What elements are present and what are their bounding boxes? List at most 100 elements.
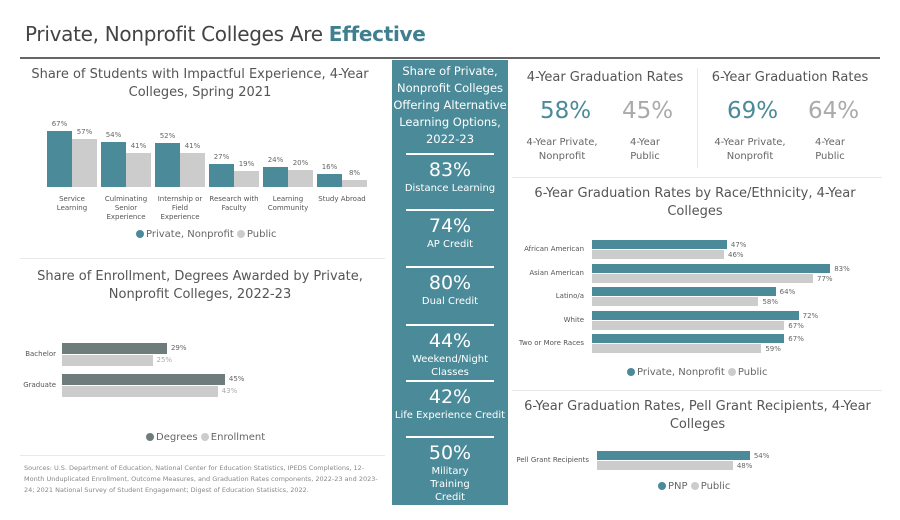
- bar-public: [234, 171, 259, 187]
- alternative-learning-panel: Share of Private, Nonprofit Colleges Off…: [392, 60, 508, 505]
- category-label: Pell Grant Recipients: [516, 456, 589, 464]
- legend-public: Public: [246, 229, 277, 240]
- bar-public: [597, 461, 733, 470]
- divider: [20, 455, 385, 456]
- legend-dot-enrollment: [200, 433, 209, 441]
- legend-degrees: Degrees: [156, 432, 198, 443]
- chart2-legend: Degrees Enrollment: [146, 432, 265, 443]
- bar-private: [47, 130, 72, 187]
- chart3-title: 6-Year Graduation Rates by Race/Ethnicit…: [534, 186, 856, 219]
- stat-item: 42% Life Experience Credit: [392, 385, 508, 422]
- bar-pnp: [597, 451, 750, 460]
- divider: [20, 258, 385, 259]
- stat-value: 42%: [428, 386, 472, 408]
- data-label: 48%: [736, 462, 753, 470]
- category-label: Asian American: [529, 269, 584, 277]
- category-label: Service Learning: [56, 195, 88, 212]
- data-label: 54%: [105, 130, 122, 139]
- stat-value: 44%: [428, 330, 472, 352]
- data-label: 29%: [170, 344, 187, 352]
- data-label: 67%: [788, 322, 804, 330]
- stat-label: Weekend/Night Classes: [411, 354, 489, 378]
- stat-value: 80%: [428, 272, 472, 294]
- stat-label: Dual Credit: [421, 296, 479, 307]
- bar-public: [592, 344, 762, 353]
- data-label: 41%: [184, 141, 201, 150]
- bar-private-nonprofit: [592, 334, 785, 343]
- chart3-legend: Private, Nonprofit Public: [627, 367, 768, 378]
- legend-dot-private: [136, 230, 144, 238]
- category-label: Latino/a: [555, 292, 584, 300]
- category-label: Two or More Races: [518, 339, 584, 347]
- bar-public: [288, 170, 313, 187]
- data-label: 24%: [267, 155, 284, 164]
- divider-line: [406, 153, 494, 155]
- divider-line: [406, 380, 494, 382]
- page-title: Private, Nonprofit Colleges Are Effectiv…: [25, 22, 426, 46]
- divider: [512, 177, 882, 178]
- stat-value: 74%: [428, 215, 472, 237]
- data-label: 67%: [51, 119, 68, 128]
- bar-private: [209, 164, 234, 187]
- bar-public: [72, 139, 97, 187]
- data-label: 46%: [728, 251, 744, 259]
- grad4-private-value: 58%: [540, 98, 592, 124]
- category-label: Graduate: [23, 381, 56, 389]
- panel-title: Share of Private, Nonprofit Colleges Off…: [393, 64, 507, 146]
- stat-label: Distance Learning: [404, 183, 496, 194]
- category-label: Internship or Field Experience: [157, 195, 203, 221]
- category-label: Bachelor: [25, 350, 56, 358]
- stat-item: 80% Dual Credit: [392, 271, 508, 308]
- chart2-title: Share of Enrollment, Degrees Awarded by …: [37, 269, 363, 302]
- legend-private: Private, Nonprofit: [637, 367, 725, 378]
- category-label: White: [563, 316, 584, 324]
- bar-private-nonprofit: [592, 264, 831, 273]
- grad4-title: 4-Year Graduation Rates: [526, 70, 684, 85]
- stat-label: AP Credit: [426, 239, 474, 250]
- legend-dot-public: [236, 230, 245, 238]
- divider-line: [406, 324, 494, 326]
- data-label: 27%: [213, 153, 230, 162]
- grad4-private-label: 4-Year Private, Nonprofit: [526, 137, 598, 162]
- bar-public: [592, 297, 759, 306]
- chart1-title: Share of Students with Impactful Experie…: [31, 67, 369, 100]
- bar-degrees: [62, 374, 225, 385]
- data-label: 83%: [834, 265, 850, 273]
- bar-private-nonprofit: [592, 287, 776, 296]
- bar-public: [592, 250, 725, 259]
- data-label: 67%: [788, 335, 804, 343]
- stat-label: Military Training Credit: [430, 466, 470, 503]
- grad6-private-value: 69%: [727, 98, 779, 124]
- stat-item: 50% Military Training Credit: [392, 441, 508, 504]
- stat-item: 83% Distance Learning: [392, 158, 508, 195]
- legend-public: Public: [737, 367, 768, 378]
- divider: [697, 68, 698, 168]
- data-label: 45%: [228, 375, 245, 383]
- data-label: 19%: [238, 160, 255, 169]
- data-label: 43%: [221, 387, 238, 395]
- bar-private: [101, 141, 126, 187]
- data-label: 54%: [753, 452, 770, 460]
- bar-enrollment: [62, 386, 218, 397]
- data-label: 25%: [156, 356, 173, 364]
- data-label: 8%: [348, 169, 361, 178]
- data-label: 41%: [130, 141, 147, 150]
- data-label: 57%: [76, 128, 93, 137]
- category-label: Culminating Senior Experience: [104, 195, 148, 221]
- legend-dot-pnp: [658, 482, 666, 490]
- legend-dot-public: [690, 482, 699, 490]
- bar-public: [126, 152, 151, 187]
- bar-private: [263, 166, 288, 187]
- grad6-public-value: 64%: [808, 98, 860, 124]
- legend-dot-private: [627, 368, 635, 376]
- title-rule: [20, 57, 880, 59]
- data-label: 52%: [159, 132, 176, 141]
- data-label: 77%: [816, 275, 833, 283]
- grad6-title: 6-Year Graduation Rates: [711, 70, 869, 85]
- chart4-title: 6-Year Graduation Rates, Pell Grant Reci…: [524, 399, 871, 432]
- data-label: 58%: [762, 298, 779, 306]
- chart1-legend: Private, Nonprofit Public: [136, 229, 277, 240]
- legend-pnp: PNP: [668, 481, 688, 492]
- divider: [512, 390, 882, 391]
- category-label: Research with Faculty: [209, 195, 259, 212]
